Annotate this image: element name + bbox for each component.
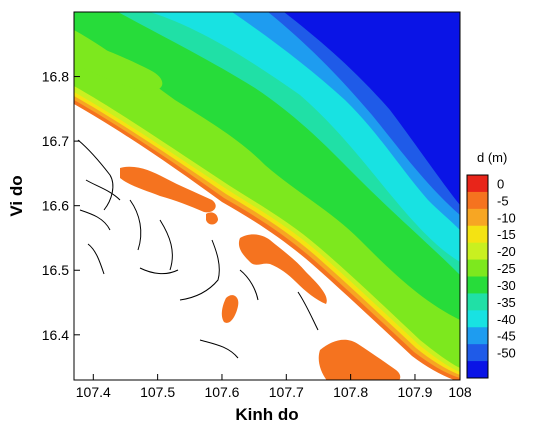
colorbar-swatch bbox=[467, 344, 488, 362]
colorbar-level-label: -10 bbox=[497, 210, 516, 225]
colorbar-title: d (m) bbox=[477, 150, 507, 165]
colorbar-level-label: -35 bbox=[497, 295, 516, 310]
x-tick-label: 108 bbox=[448, 384, 472, 400]
y-axis-ticks: 16.4 16.5 16.6 16.7 16.8 bbox=[42, 69, 80, 343]
colorbar-swatch bbox=[467, 361, 488, 379]
colorbar-level-label: -45 bbox=[497, 329, 516, 344]
y-axis-title: Vi do bbox=[7, 175, 26, 216]
x-tick-label: 107.8 bbox=[333, 384, 368, 400]
x-tick-label: 107.9 bbox=[397, 384, 432, 400]
lagoon-5 bbox=[206, 212, 218, 225]
x-axis-ticks: 107.4 107.5 107.6 107.7 107.8 107.9 108 bbox=[76, 374, 472, 400]
colorbar-level-label: -5 bbox=[497, 193, 509, 208]
colorbar-swatch bbox=[467, 191, 488, 210]
lagoon-3 bbox=[221, 295, 239, 323]
y-tick-label: 16.4 bbox=[42, 327, 69, 343]
colorbar-swatches bbox=[466, 174, 489, 379]
colorbar-level-label: -15 bbox=[497, 227, 516, 242]
x-tick-label: 107.6 bbox=[204, 384, 239, 400]
plot-frame bbox=[73, 11, 461, 381]
lagoon-4 bbox=[318, 339, 401, 380]
lagoon-1 bbox=[120, 166, 216, 213]
colorbar-swatch bbox=[467, 225, 488, 244]
x-axis-title: Kinh do bbox=[235, 405, 298, 424]
colorbar-swatch bbox=[467, 327, 488, 345]
colorbar-swatch bbox=[467, 259, 488, 277]
y-tick-label: 16.7 bbox=[42, 133, 69, 149]
y-tick-label: 16.6 bbox=[42, 198, 69, 214]
y-tick-label: 16.8 bbox=[42, 69, 69, 85]
y-tick-label: 16.5 bbox=[42, 262, 69, 278]
colorbar-level-label: -30 bbox=[497, 278, 516, 293]
colorbar-level-label: -25 bbox=[497, 261, 516, 276]
depth-band-light-green-patch-1 bbox=[74, 40, 163, 91]
colorbar-level-label: 0 bbox=[497, 176, 504, 191]
colorbar-swatch bbox=[467, 175, 488, 193]
lagoon-2 bbox=[238, 234, 327, 304]
plot-area bbox=[74, 12, 460, 380]
colorbar-swatch bbox=[467, 276, 488, 294]
rivers bbox=[77, 139, 319, 359]
colorbar-swatch bbox=[467, 208, 488, 227]
colorbar-labels: 0 -5 -10 -15 -20 -25 -30 -35 -40 -45 -50 bbox=[497, 176, 516, 360]
x-tick-label: 107.4 bbox=[76, 384, 111, 400]
colorbar-swatch bbox=[467, 242, 488, 261]
x-tick-label: 107.5 bbox=[140, 384, 175, 400]
colorbar-level-label: -40 bbox=[497, 312, 516, 327]
colorbar-level-label: -20 bbox=[497, 244, 516, 259]
colorbar-swatch bbox=[467, 310, 488, 328]
x-tick-label: 107.7 bbox=[269, 384, 304, 400]
colorbar-level-label: -50 bbox=[497, 346, 516, 361]
colorbar-swatch bbox=[467, 293, 488, 311]
colorbar-frame bbox=[466, 174, 489, 379]
colorbar: d (m) 0 -5 -10 -15 -20 -25 -30 -35 -40 -45 -50 bbox=[466, 150, 516, 379]
